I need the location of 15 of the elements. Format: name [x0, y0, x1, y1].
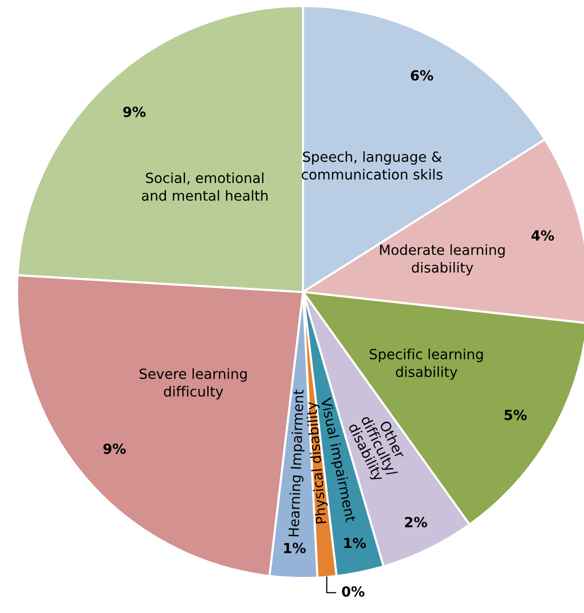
slice-label: Hearning Impairment [288, 390, 306, 536]
data-label: 5% [504, 410, 527, 420]
data-label: 0% [342, 586, 364, 597]
slice-label: Social, emotional and mental health [142, 172, 268, 201]
data-label: 4% [531, 230, 554, 241]
slice-label: Moderate learning disability [380, 244, 505, 276]
data-label: 9% [123, 106, 146, 118]
data-label: 9% [103, 443, 126, 454]
slice-label: Severe learning difficulty [140, 368, 247, 400]
data-label: 6% [410, 70, 434, 81]
slice-label: Speech, language & communication skils [302, 151, 442, 180]
data-label: 1% [344, 538, 366, 548]
data-label: 1% [284, 542, 306, 554]
data-label: 2% [405, 516, 428, 528]
slice-label: Specific learning disability [370, 348, 483, 380]
